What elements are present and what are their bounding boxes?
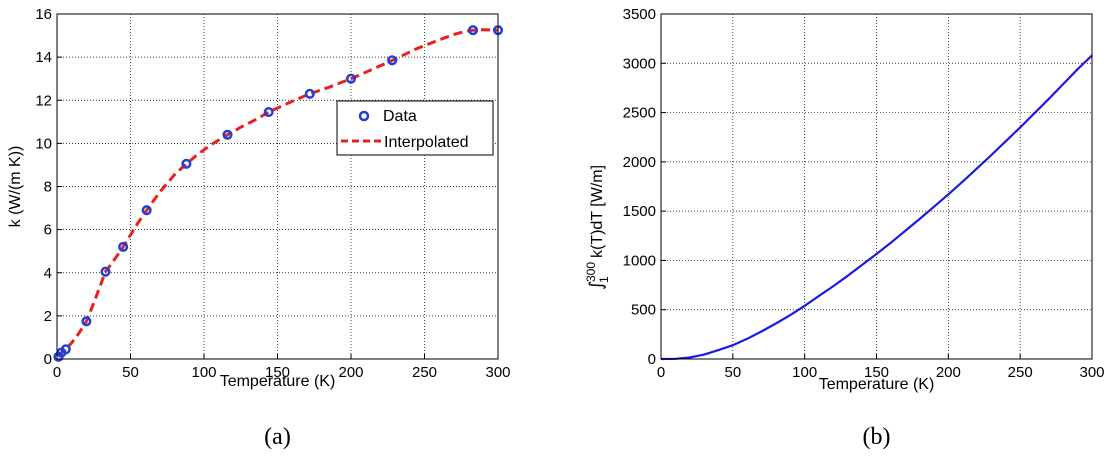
y-tick-label-a-6: 6 — [44, 222, 52, 239]
data-point-a-5 — [118, 241, 129, 252]
series-line-a-0 — [57, 28, 499, 358]
x-tick-label-b-50: 50 — [724, 364, 741, 381]
y-axis-label-a: k (W/(m K)) — [7, 146, 24, 228]
x-tick-label-b-250: 250 — [1008, 364, 1033, 381]
y-tick-labels-b: 0 500 1000 1500 2000 2500 3000 3500 — [623, 6, 666, 368]
x-axis-label-a: Temperature (K) — [220, 373, 336, 390]
data-point-a-9 — [263, 107, 274, 118]
x-tick-label-a-100: 100 — [191, 364, 216, 381]
grid-a — [57, 14, 498, 359]
y-tick-label-a-4: 4 — [44, 265, 52, 282]
y-tick-label-b-1000: 1000 — [623, 252, 656, 269]
series-group-b — [660, 54, 1093, 361]
legend-marker-data — [358, 110, 370, 122]
legend-box-a — [336, 100, 494, 156]
y-tick-label-b-2000: 2000 — [623, 154, 656, 171]
caption-b: (b) — [863, 424, 891, 450]
data-point-a-6 — [141, 205, 152, 216]
chart-panel-b: 0 50 100 150 200 250 300 0 500 1000 1500 2000 2500 3… — [584, 6, 1105, 450]
y-tick-label-a-14: 14 — [35, 49, 52, 66]
y-tick-label-b-500: 500 — [631, 302, 656, 319]
y-tick-label-a-10: 10 — [35, 135, 52, 152]
x-tick-label-b-100: 100 — [792, 364, 817, 381]
data-point-a-10 — [304, 88, 315, 99]
y-axis-label-b: ∫ 300 1 k(T)dT [W/m] — [584, 165, 611, 290]
data-point-a-7 — [181, 158, 192, 169]
x-tick-label-a-300: 300 — [485, 364, 510, 381]
x-tick-label-a-250: 250 — [412, 364, 437, 381]
chart-panel-a: 0 50 100 150 200 250 300 0 2 4 6 8 10 12 14 16 Tempera… — [7, 6, 511, 450]
y-label-integral-sign: ∫ — [586, 281, 607, 290]
data-point-a-12 — [387, 55, 398, 66]
y-tick-label-b-3000: 3000 — [623, 55, 656, 72]
x-tick-label-a-50: 50 — [122, 364, 139, 381]
y-tick-label-b-2500: 2500 — [623, 105, 656, 122]
data-point-a-4 — [100, 266, 111, 277]
y-tick-label-b-0: 0 — [648, 351, 656, 368]
y-tick-label-a-2: 2 — [44, 308, 52, 325]
axes-frame-b — [660, 13, 1093, 360]
legend-a: Data Interpolated — [336, 100, 494, 156]
data-point-a-13 — [467, 25, 479, 36]
x-tick-label-b-200: 200 — [936, 364, 961, 381]
data-point-a-11 — [345, 73, 357, 84]
y-label-body: k(T)dT [W/m] — [589, 165, 606, 258]
series-group-a — [53, 25, 504, 362]
series-line-b-0 — [660, 54, 1093, 361]
y-tick-label-b-3500: 3500 — [623, 6, 656, 23]
data-point-a-2 — [60, 344, 71, 355]
y-tick-label-a-12: 12 — [35, 92, 52, 109]
x-tick-label-a-150: 150 — [265, 364, 290, 381]
y-tick-label-b-1500: 1500 — [623, 203, 656, 220]
y-label-lower-limit: 1 — [597, 276, 611, 283]
data-point-a-3 — [81, 316, 92, 327]
y-tick-label-a-0: 0 — [44, 351, 52, 368]
caption-a: (a) — [264, 424, 291, 450]
legend-label-interpolated: Interpolated — [384, 134, 469, 151]
x-tick-label-a-200: 200 — [338, 364, 363, 381]
axes-frame-a — [56, 13, 499, 360]
x-tick-label-a-0: 0 — [53, 364, 61, 381]
y-tick-label-a-8: 8 — [44, 179, 52, 196]
x-tick-label-b-0: 0 — [657, 364, 665, 381]
grid-b — [661, 14, 1092, 359]
x-tick-labels-a: 0 50 100 150 200 250 300 — [53, 354, 511, 381]
data-point-a-8 — [222, 129, 233, 140]
y-label-upper-limit: 300 — [584, 262, 598, 282]
x-tick-label-b-150: 150 — [864, 364, 889, 381]
x-axis-label-b: Temperature (K) — [819, 376, 935, 393]
x-tick-label-b-300: 300 — [1079, 364, 1104, 381]
x-tick-labels-b: 0 50 100 150 200 250 300 — [657, 354, 1105, 381]
y-tick-label-a-16: 16 — [35, 6, 52, 23]
legend-label-data: Data — [383, 108, 417, 125]
